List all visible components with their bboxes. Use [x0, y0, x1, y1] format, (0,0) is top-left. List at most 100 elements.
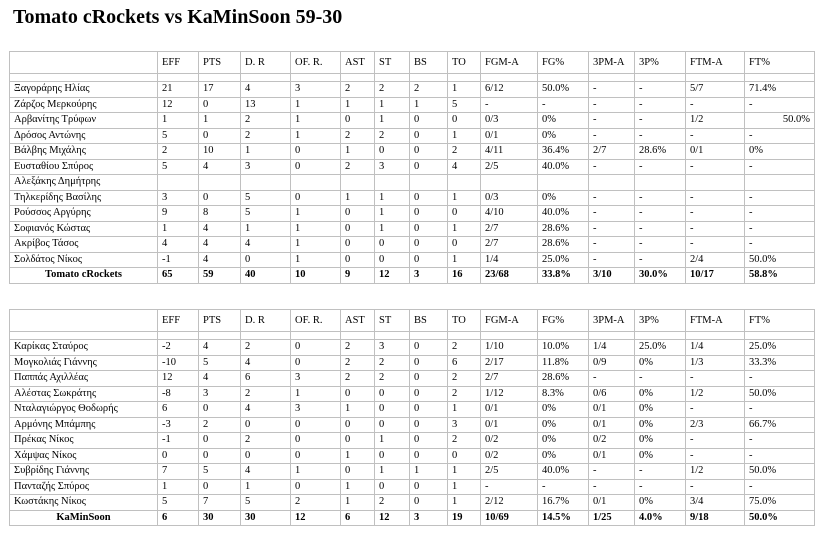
- stat-cell: 0: [290, 447, 341, 464]
- stat-cell: 0: [374, 143, 410, 160]
- total-cell: 3/10: [588, 267, 635, 284]
- total-cell: 65: [157, 267, 199, 284]
- stat-cell: 2: [157, 143, 199, 160]
- column-header: PTS: [198, 51, 241, 74]
- stat-cell: 0: [340, 236, 375, 253]
- total-cell: 6: [157, 509, 199, 526]
- stat-cell: 0: [409, 494, 448, 511]
- stat-cell: 33.3%: [744, 354, 815, 371]
- stat-cell: 2: [374, 81, 410, 98]
- player-row: Χάμψας Νίκος 0 0 0 0 1 0 0 0 0/2 0% 0/1 0% - -: [9, 447, 815, 464]
- stat-cell: 2: [447, 143, 481, 160]
- player-row: Αλέστας Σωκράτης -8 3 2 1 0 0 0 2 1/12 8.3% 0/6 0% 1/…: [9, 385, 815, 402]
- spacer-cell: [157, 73, 199, 82]
- spacer-cell: [198, 331, 241, 340]
- stat-cell: 8: [198, 205, 241, 222]
- stat-cell: 1: [340, 143, 375, 160]
- team-totals-row: KaMinSoon 6 30 30 12 6 12 3 19 10/69 14.5% 1/25 4.0%…: [9, 509, 815, 526]
- stat-cell: 2: [340, 158, 375, 175]
- stat-cell: 0: [340, 416, 375, 433]
- stat-cell: 0/1: [588, 401, 635, 418]
- player-name: Παππάς Αχιλλέας: [9, 370, 158, 387]
- player-row: Αρμόνης Μπάμπης -3 2 0 0 0 0 0 3 0/1 0% 0/1 0% 2/3 66.…: [9, 416, 815, 433]
- stat-cell: -: [685, 189, 745, 206]
- stat-cell: 4: [240, 463, 291, 480]
- stat-cell: 2: [340, 370, 375, 387]
- stat-cell: 1: [340, 401, 375, 418]
- stat-cell: -: [634, 478, 686, 495]
- total-cell: 12: [374, 509, 410, 526]
- stat-cell: 0/2: [480, 432, 538, 449]
- total-cell: 4.0%: [634, 509, 686, 526]
- stat-cell: -: [685, 158, 745, 175]
- stat-cell: 4: [198, 370, 241, 387]
- stat-cell: -: [480, 96, 538, 113]
- player-name: Ευσταθίου Σπύρος: [9, 158, 158, 175]
- player-name: Αρβανίτης Τρύφων: [9, 112, 158, 129]
- stat-cell: 0: [447, 447, 481, 464]
- stat-cell: 1: [409, 96, 448, 113]
- stat-cell: [685, 174, 745, 191]
- stat-cell: -: [744, 370, 815, 387]
- player-name: Σολδάτος Νίκος: [9, 251, 158, 268]
- stat-cell: 3: [157, 189, 199, 206]
- spacer-cell: [9, 73, 158, 82]
- stat-cell: 9: [157, 205, 199, 222]
- stat-cell: 1: [409, 463, 448, 480]
- total-cell: 30: [198, 509, 241, 526]
- stat-cell: 28.6%: [634, 143, 686, 160]
- stat-cell: -1: [157, 432, 199, 449]
- stat-cell: -: [634, 220, 686, 237]
- stat-cell: 5: [157, 158, 199, 175]
- stat-cell: 0/1: [480, 401, 538, 418]
- stat-cell: 10: [198, 143, 241, 160]
- stat-cell: -: [537, 96, 589, 113]
- spacer-cell: [374, 73, 410, 82]
- stat-cell: 1: [374, 189, 410, 206]
- stat-cell: 12: [157, 370, 199, 387]
- total-cell: 10/17: [685, 267, 745, 284]
- stat-cell: -: [744, 189, 815, 206]
- spacer-cell: [685, 73, 745, 82]
- stat-cell: 0: [409, 127, 448, 144]
- total-cell: 12: [374, 267, 410, 284]
- spacer-cell: [290, 331, 341, 340]
- stat-cell: 0: [290, 432, 341, 449]
- stat-cell: 1/2: [685, 112, 745, 129]
- stat-cell: 0: [409, 354, 448, 371]
- stat-cell: 0/1: [588, 447, 635, 464]
- stat-cell: 10.0%: [537, 339, 589, 356]
- stat-cell: 4: [157, 236, 199, 253]
- stat-cell: 0: [290, 416, 341, 433]
- team-name: Tomato cRockets: [9, 267, 158, 284]
- stat-cell: 0%: [537, 432, 589, 449]
- stat-cell: 1: [340, 447, 375, 464]
- stat-cell: 0: [374, 236, 410, 253]
- stat-cell: -: [634, 127, 686, 144]
- stat-cell: 0%: [537, 401, 589, 418]
- column-header: TO: [447, 51, 481, 74]
- stat-cell: -8: [157, 385, 199, 402]
- stat-cell: 3: [240, 158, 291, 175]
- stat-cell: 5: [157, 494, 199, 511]
- stat-cell: 2: [240, 385, 291, 402]
- stat-cell: 0: [340, 205, 375, 222]
- stat-cell: [157, 174, 199, 191]
- spacer-row: [9, 331, 815, 340]
- stat-cell: 1: [340, 494, 375, 511]
- stat-cell: [588, 174, 635, 191]
- stat-cell: 0: [198, 96, 241, 113]
- column-header: AST: [340, 309, 375, 332]
- stat-cell: 3: [374, 339, 410, 356]
- stat-cell: 8.3%: [537, 385, 589, 402]
- stat-cell: 0: [240, 416, 291, 433]
- stat-cell: 3: [198, 385, 241, 402]
- stat-cell: 50.0%: [744, 385, 815, 402]
- stat-cell: 1: [447, 81, 481, 98]
- stat-cell: 0/3: [480, 112, 538, 129]
- spacer-cell: [685, 331, 745, 340]
- stat-cell: -1: [157, 251, 199, 268]
- stat-cell: 0/1: [588, 494, 635, 511]
- stat-cell: 1: [374, 96, 410, 113]
- stat-cell: 6/12: [480, 81, 538, 98]
